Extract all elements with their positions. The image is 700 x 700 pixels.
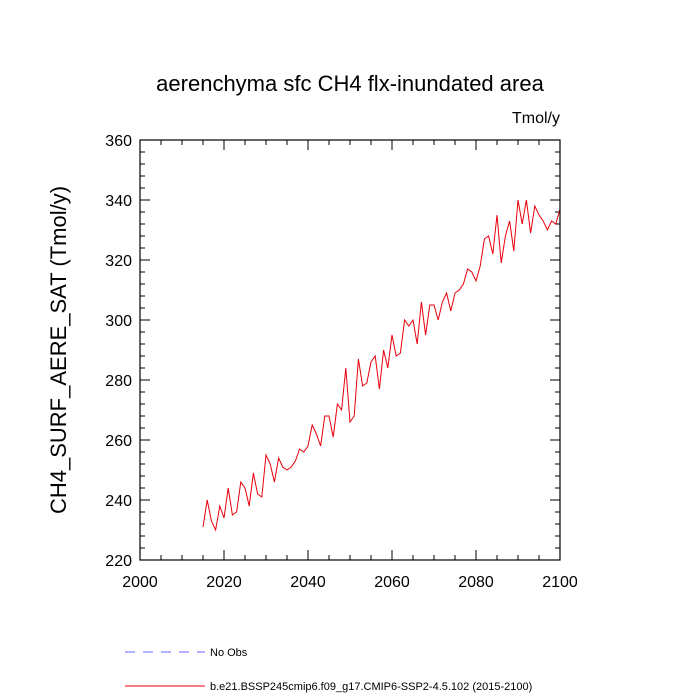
units-label: Tmol/y — [512, 110, 560, 127]
y-tick-label: 240 — [105, 493, 132, 510]
y-axis-label: CH4_SURF_AERE_SAT (Tmol/y) — [46, 186, 71, 514]
plot-frame — [139, 139, 561, 561]
y-tick-label: 300 — [105, 313, 132, 330]
x-tick-label: 2020 — [206, 574, 242, 591]
y-tick-label: 340 — [105, 193, 132, 210]
y-tick-label: 320 — [105, 253, 132, 270]
series-line-1 — [202, 199, 561, 532]
y-tick-label: 220 — [105, 553, 132, 570]
x-tick-label: 2100 — [542, 574, 578, 591]
x-tick-label: 2080 — [458, 574, 494, 591]
chart-title: aerenchyma sfc CH4 flx-inundated area — [156, 71, 544, 96]
legend: No Obs b.e21.BSSP245cmip6.f09_g17.CMIP6-S… — [125, 647, 532, 693]
y-tick-label: 280 — [105, 373, 132, 390]
x-tick-label: 2040 — [290, 574, 326, 591]
axis-tick-labels: 2000 2020 2040 2060 2080 2100 220 240 260 280 300 3… — [105, 133, 578, 591]
legend-label-0: No Obs — [210, 647, 248, 659]
x-tick-label: 2060 — [374, 574, 410, 591]
series-layer — [202, 199, 561, 532]
axis-ticks — [139, 139, 561, 561]
y-tick-label: 260 — [105, 433, 132, 450]
x-tick-label: 2000 — [122, 574, 158, 591]
legend-label-1: b.e21.BSSP245cmip6.f09_g17.CMIP6-SSP2-4.… — [210, 681, 532, 693]
y-tick-label: 360 — [105, 133, 132, 150]
